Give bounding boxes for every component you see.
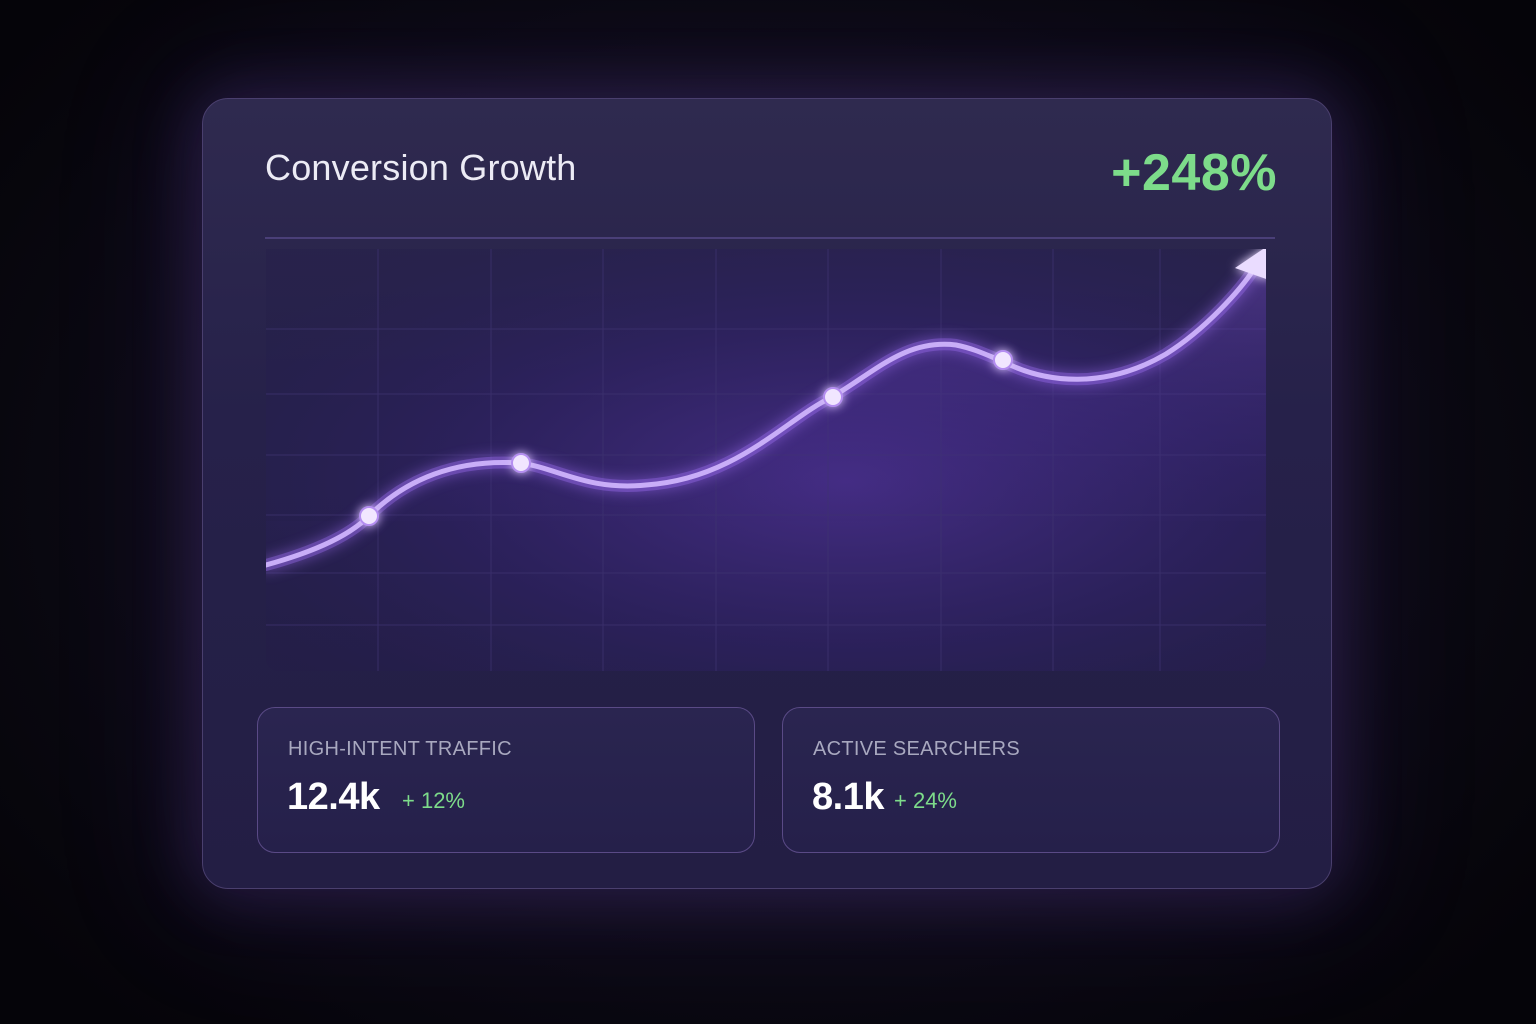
stat-change: + 12% [402,788,465,813]
stat-card-high-intent-traffic: HIGH-INTENT TRAFFIC 12.4k + 12% [257,707,755,853]
conversion-growth-card: Conversion Growth +248% [202,98,1332,889]
growth-percentage: +248% [1111,144,1277,202]
stat-value: 12.4k [287,776,380,818]
chart-line [266,266,1257,568]
chart-area-fill [266,249,1266,565]
stat-label: HIGH-INTENT TRAFFIC [288,738,512,760]
stat-card-active-searchers: ACTIVE SEARCHERS 8.1k + 24% [782,707,1280,853]
chart-data-point [993,350,1013,370]
stat-change: + 24% [894,788,957,813]
header-divider [265,237,1275,239]
stat-value: 8.1k [812,776,884,818]
chart-data-point [511,453,531,473]
card-title: Conversion Growth [265,147,577,188]
chart-data-point [359,506,379,526]
growth-line-chart [266,249,1266,671]
trend-arrow-icon [1235,249,1266,279]
stat-label: ACTIVE SEARCHERS [813,738,1021,760]
chart-data-point [823,387,843,407]
